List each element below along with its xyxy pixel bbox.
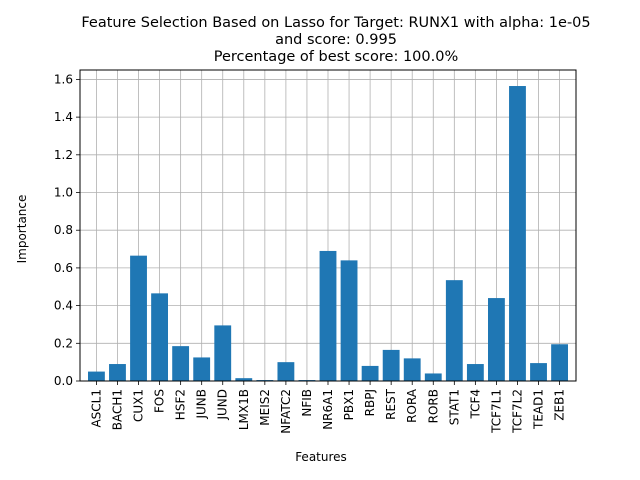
x-tick-label: BACH1 xyxy=(110,389,124,430)
y-axis-label: Importance xyxy=(15,195,29,264)
x-tick-label: JUNB xyxy=(195,389,209,420)
x-tick-label: RORA xyxy=(405,388,419,423)
x-tick-label: REST xyxy=(384,388,398,420)
bar-ascl1 xyxy=(88,371,105,381)
title-line-2: and score: 0.995 xyxy=(275,32,397,48)
bar-tcf7l2 xyxy=(509,86,526,381)
x-tick-label: ASCL1 xyxy=(89,389,103,428)
bar-junb xyxy=(193,357,211,381)
y-tick-label: 1.6 xyxy=(54,72,73,86)
chart-title: Feature Selection Based on Lasso for Tar… xyxy=(81,15,590,65)
y-tick-label: 1.2 xyxy=(54,148,73,162)
x-tick-label: HSF2 xyxy=(174,389,188,420)
y-tick-label: 1.4 xyxy=(54,110,73,124)
x-tick-label: ZEB1 xyxy=(553,389,567,421)
x-tick-label: NFIB xyxy=(300,389,314,417)
bar-rora xyxy=(403,358,421,381)
title-line-1: Feature Selection Based on Lasso for Tar… xyxy=(81,15,590,31)
bar-rbpj xyxy=(361,365,379,381)
title-line-3: Percentage of best score: 100.0% xyxy=(214,49,458,65)
x-tick-label: JUND xyxy=(216,389,230,421)
x-tick-label: TCF7L1 xyxy=(489,389,503,434)
bar-jund xyxy=(214,325,232,381)
bar-fos xyxy=(151,293,168,381)
bar-nr6a1 xyxy=(319,250,337,381)
bar-nfatc2 xyxy=(277,362,295,381)
bar-tcf7l1 xyxy=(488,298,505,381)
y-tick-label: 0.8 xyxy=(54,223,73,237)
x-tick-label: CUX1 xyxy=(132,389,146,422)
bar-hsf2 xyxy=(172,346,190,381)
x-tick-label: NFATC2 xyxy=(279,389,293,434)
bar-rest xyxy=(382,349,400,381)
bar-lmx1b xyxy=(235,378,253,381)
bar-pbx1 xyxy=(340,260,358,381)
y-tick-label: 0.0 xyxy=(54,374,73,388)
bar-stat1 xyxy=(445,280,463,381)
x-tick-label: NR6A1 xyxy=(321,389,335,430)
x-tick-label: STAT1 xyxy=(447,389,461,425)
x-tick-label: FOS xyxy=(153,389,167,413)
bar-zeb1 xyxy=(551,344,568,381)
x-tick-label: MEIS2 xyxy=(258,389,272,426)
bar-bach1 xyxy=(109,364,126,381)
x-tick-label: LMX1B xyxy=(237,389,251,430)
y-tick-label: 1.0 xyxy=(54,186,73,200)
bar-cux1 xyxy=(130,255,147,381)
x-tick-label: RBPJ xyxy=(363,389,377,416)
y-tick-label: 0.4 xyxy=(54,299,73,313)
x-tick-label: RORB xyxy=(426,389,440,423)
bars xyxy=(88,86,568,381)
x-tick-label: TCF4 xyxy=(468,389,482,420)
y-tick-label: 0.6 xyxy=(54,261,73,275)
x-tick-label: TEAD1 xyxy=(532,389,546,430)
bar-rorb xyxy=(424,373,442,381)
bar-tead1 xyxy=(530,363,547,381)
y-tick-label: 0.2 xyxy=(54,336,73,350)
x-axis-label: Features xyxy=(295,450,347,464)
x-tick-label: TCF7L2 xyxy=(510,389,524,434)
x-tick-label: PBX1 xyxy=(342,389,356,420)
x-axis-ticks: ASCL1 BACH1 CUX1 FOS HSF2 JUNB JUND LMX1B MEIS2 N… xyxy=(89,381,567,434)
y-axis-ticks: 0.0 0.2 0.4 0.6 0.8 1.0 1.2 1.4 1.6 xyxy=(54,72,80,388)
bar-tcf4 xyxy=(466,364,484,381)
